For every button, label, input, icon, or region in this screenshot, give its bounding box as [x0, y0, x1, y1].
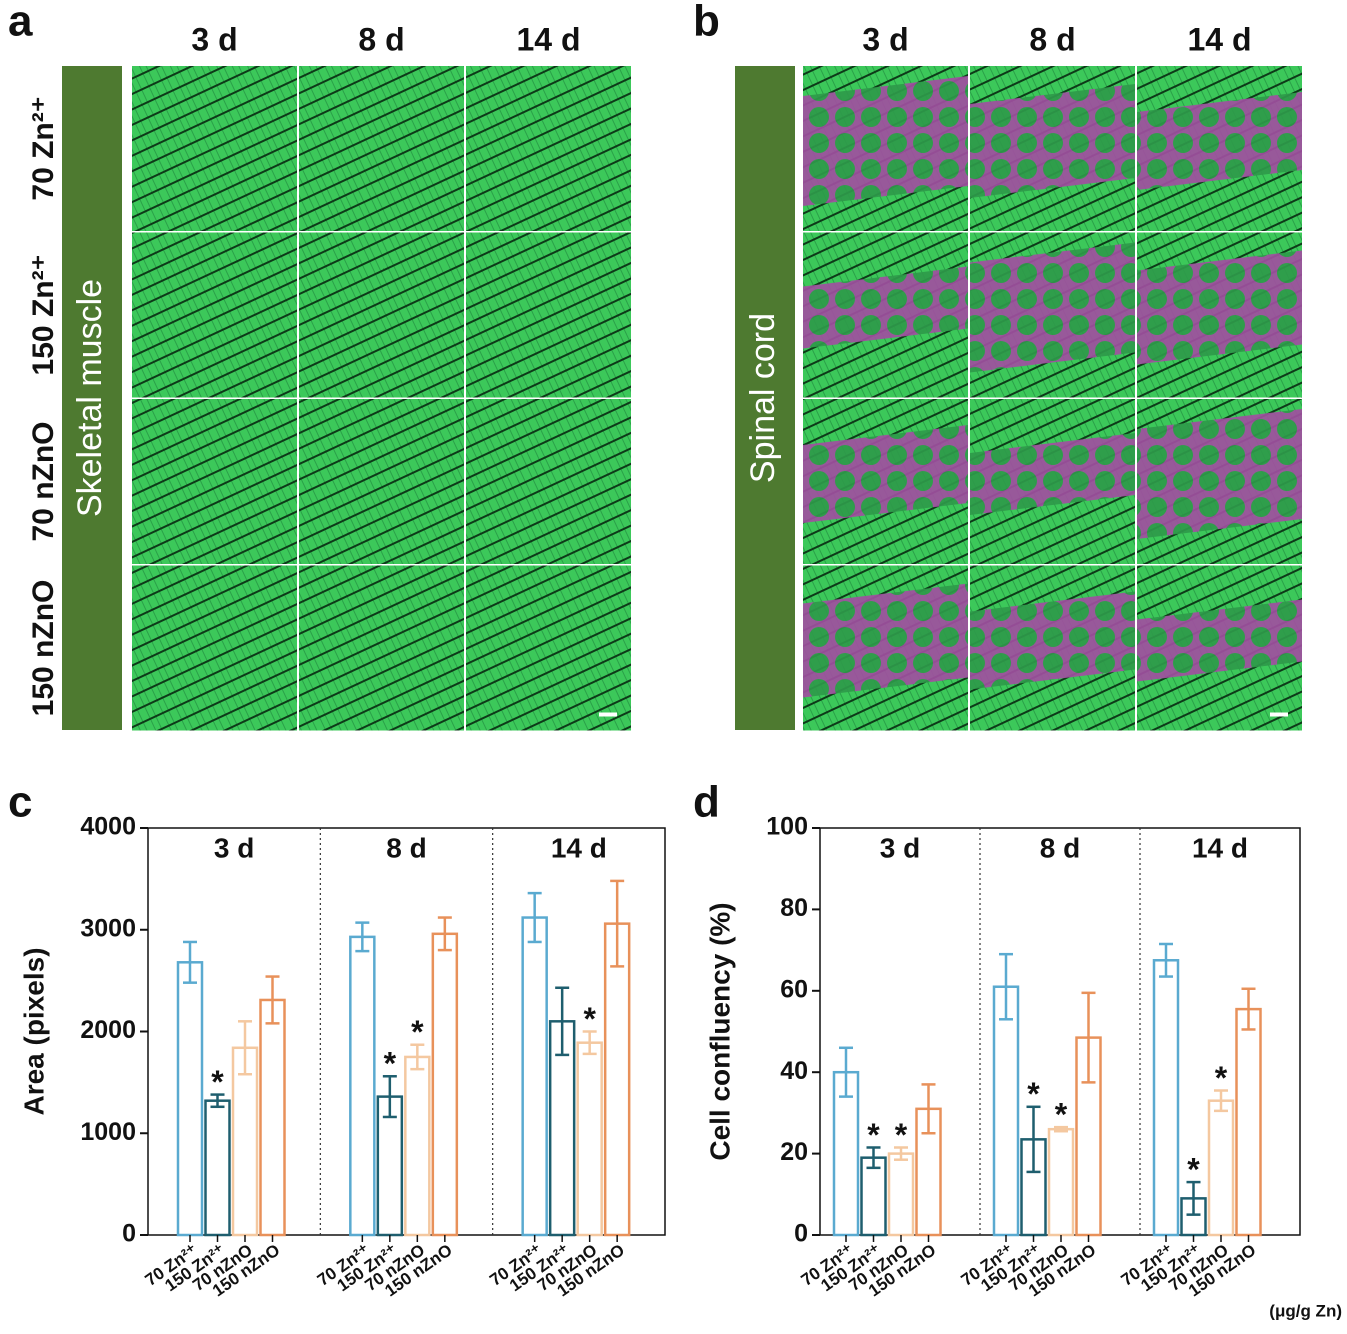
nerve-band	[803, 583, 968, 698]
column-header: 14 d	[516, 21, 580, 57]
bar	[860, 1156, 887, 1237]
bar	[1207, 1099, 1235, 1237]
micrograph	[132, 565, 297, 731]
nerve-band	[803, 266, 968, 349]
significance-mark: *	[384, 1046, 397, 1082]
significance-mark: *	[411, 1014, 424, 1050]
significance-mark: *	[1027, 1076, 1040, 1112]
nerve-band	[803, 425, 968, 523]
nerve-band	[970, 433, 1135, 515]
column-header: 14 d	[1187, 21, 1251, 57]
y-tick-label: 4000	[80, 813, 136, 841]
micrograph	[299, 232, 464, 398]
group-label: 3 d	[880, 832, 920, 863]
tissue-label: Skeletal muscle	[71, 279, 109, 517]
significance-mark: *	[1215, 1060, 1228, 1096]
micrograph	[466, 565, 631, 731]
micrograph	[132, 232, 297, 398]
panel-letter: d	[693, 778, 720, 827]
bar	[521, 916, 548, 1237]
y-tick-label: 80	[780, 894, 808, 922]
row-label: 70 nZnO	[27, 421, 60, 541]
nerve-band	[1137, 599, 1302, 682]
significance-mark: *	[583, 1001, 596, 1037]
nerve-band	[1137, 92, 1302, 190]
unit-note: (μg/g Zn)	[1269, 1301, 1342, 1320]
micrograph	[299, 66, 464, 231]
scale-bar	[1270, 712, 1288, 717]
significance-mark: *	[211, 1064, 224, 1100]
nerve-band	[1137, 250, 1302, 365]
panel-letter: a	[8, 0, 33, 46]
panel-letter: c	[8, 778, 32, 827]
bar	[992, 985, 1020, 1237]
y-tick-label: 40	[780, 1057, 808, 1085]
bar	[176, 961, 204, 1237]
bar	[259, 998, 286, 1237]
group-label: 14 d	[1192, 832, 1248, 863]
row-label: 150 nZnO	[27, 580, 60, 717]
column-header: 3 d	[862, 21, 908, 57]
bar	[349, 935, 376, 1237]
group-label: 8 d	[386, 832, 426, 863]
group-label: 3 d	[214, 832, 254, 863]
bar	[404, 1055, 431, 1237]
micrograph	[466, 399, 631, 564]
significance-mark: *	[1055, 1097, 1068, 1133]
bar	[1152, 959, 1180, 1237]
column-header: 8 d	[358, 21, 404, 57]
group-label: 8 d	[1040, 832, 1080, 863]
significance-mark: *	[867, 1117, 880, 1153]
y-tick-label: 3000	[80, 914, 136, 942]
bar	[1047, 1127, 1075, 1237]
y-tick-label: 100	[766, 813, 808, 841]
micrograph	[466, 66, 631, 231]
group-label: 14 d	[551, 832, 607, 863]
significance-mark: *	[895, 1117, 908, 1153]
y-tick-label: 0	[122, 1220, 136, 1248]
bar	[1235, 1007, 1262, 1237]
nerve-band	[1137, 409, 1302, 539]
y-tick-label: 60	[780, 975, 808, 1003]
y-tick-label: 2000	[80, 1016, 136, 1044]
micrograph	[299, 399, 464, 564]
bar	[576, 1041, 603, 1237]
row-label: 150 Zn²⁺	[27, 255, 60, 376]
bar	[603, 922, 631, 1237]
row-label: 70 Zn²⁺	[27, 96, 60, 200]
micrograph	[132, 66, 297, 231]
column-header: 8 d	[1029, 21, 1075, 57]
micrograph	[466, 232, 631, 398]
bar	[431, 932, 459, 1237]
nerve-band	[970, 84, 1135, 198]
significance-mark: *	[1187, 1152, 1200, 1188]
y-tick-label: 1000	[80, 1118, 136, 1146]
scale-bar	[599, 712, 617, 717]
y-tick-label: 20	[780, 1138, 808, 1166]
bar	[204, 1099, 231, 1237]
bar	[231, 1046, 259, 1237]
micrograph	[299, 565, 464, 731]
panel-letter: b	[693, 0, 720, 46]
y-axis-label: Area (pixels)	[18, 947, 49, 1115]
micrograph	[132, 399, 297, 564]
tissue-bar	[62, 66, 122, 730]
bar	[887, 1152, 915, 1237]
nerve-band	[970, 591, 1135, 690]
y-axis-label: Cell confluency (%)	[704, 902, 735, 1160]
y-tick-label: 0	[794, 1220, 808, 1248]
nerve-band	[803, 76, 968, 206]
tissue-label: Spinal cord	[744, 313, 782, 483]
column-header: 3 d	[191, 21, 237, 57]
tissue-bar	[735, 66, 795, 730]
nerve-band	[970, 242, 1135, 373]
